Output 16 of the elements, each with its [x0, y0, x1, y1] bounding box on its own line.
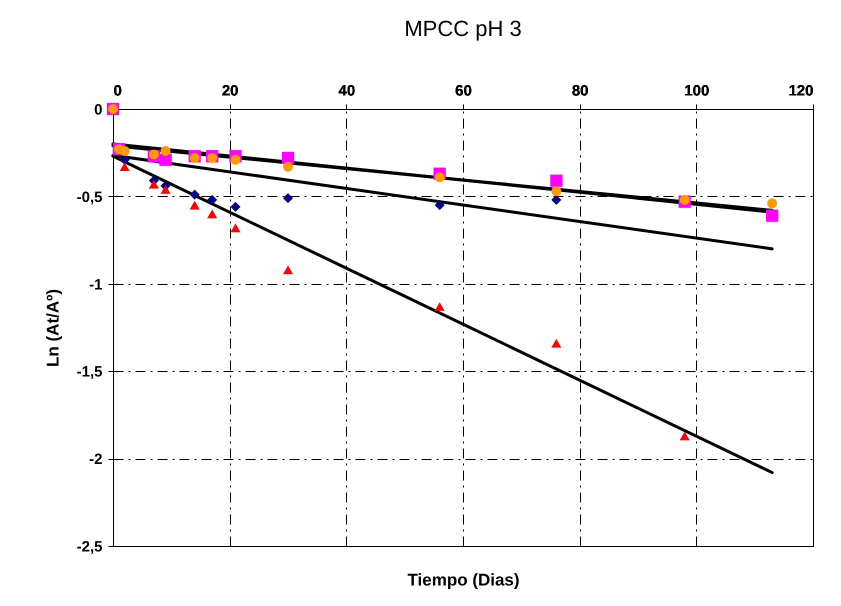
- y-tick-label: -1,5: [76, 364, 102, 381]
- y-axis-title: Ln (At/Aº): [44, 289, 63, 367]
- chart-title: MPCC pH 3: [404, 16, 522, 41]
- y-tick-label: 0: [94, 102, 102, 118]
- x-tick-label: 0: [114, 82, 122, 100]
- y-tick-label: -0,5: [76, 188, 102, 206]
- y-tick-label: -1: [89, 276, 102, 294]
- y-tick-label: -2: [89, 451, 102, 468]
- x-tick-label: 100: [684, 82, 710, 100]
- x-tick-label: 80: [572, 82, 589, 100]
- x-tick-label: 120: [788, 82, 814, 100]
- x-tick-label: 40: [338, 82, 356, 100]
- y-tick-label: -2,5: [76, 538, 102, 556]
- x-axis-title: Tiempo (Dias): [407, 570, 520, 590]
- x-tick-label: 60: [455, 82, 472, 100]
- x-tick-label: 20: [222, 82, 239, 100]
